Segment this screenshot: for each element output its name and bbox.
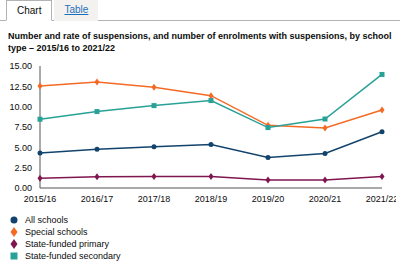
html-text:Special schools: Special schools	[25, 227, 88, 237]
svg-text:2019/20: 2019/20	[252, 194, 285, 204]
html-text:Number and rate of suspensions: Number and rate of suspensions, and numb…	[8, 31, 392, 53]
svg-text:2.50: 2.50	[14, 163, 32, 173]
html-text:Table: Table	[64, 4, 89, 15]
svg-text:2021/22: 2021/22	[366, 194, 392, 204]
svg-text:0.00: 0.00	[14, 183, 32, 193]
html-text:State-funded secondary: State-funded secondary	[25, 251, 121, 261]
svg-text:2020/21: 2020/21	[309, 194, 342, 204]
html-text:All schools: All schools	[25, 215, 68, 225]
svg-text:2017/18: 2017/18	[138, 194, 171, 204]
svg-text:2018/19: 2018/19	[195, 194, 228, 204]
svg-text:2016/17: 2016/17	[81, 194, 114, 204]
svg-text:7.50: 7.50	[14, 122, 32, 132]
svg-text:15.00: 15.00	[9, 61, 32, 71]
html-text:Chart: Chart	[17, 5, 42, 16]
svg-text:2015/16: 2015/16	[24, 194, 57, 204]
svg-text:10.00: 10.00	[9, 102, 32, 112]
svg-text:5.00: 5.00	[14, 143, 32, 153]
svg-text:12.50: 12.50	[9, 82, 32, 92]
html-text:State-funded primary: State-funded primary	[25, 239, 109, 249]
